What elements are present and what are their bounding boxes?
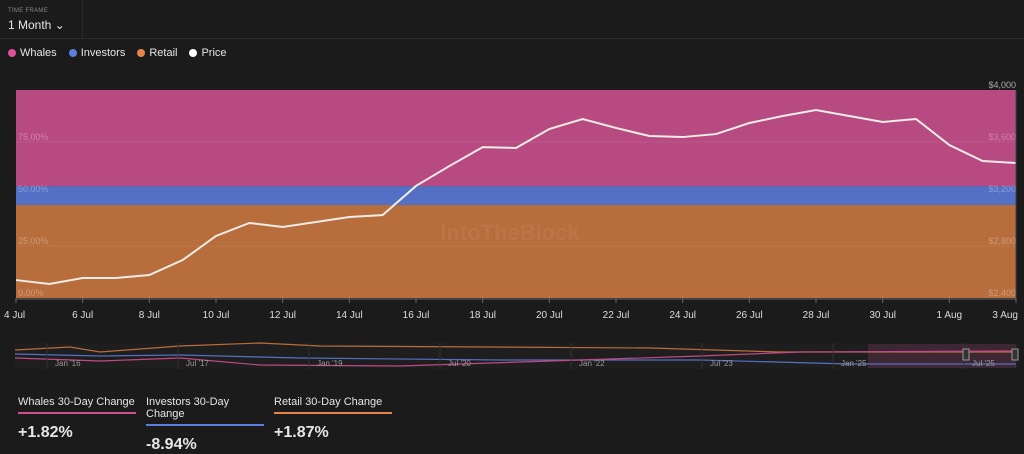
y-left-tick: 75.00% [18,132,49,142]
x-tick-label: 1 Aug [937,310,963,321]
navigator-label: Jul '20 [448,359,471,368]
legend-item-investors[interactable]: Investors [68,47,126,59]
legend-dot-icon [8,49,16,57]
stat-value: +1.87% [274,424,329,441]
x-tick-label: 24 Jul [669,310,696,321]
y-left-tick: 50.00% [18,184,49,194]
navigator-retail [14,342,1016,353]
legend-item-retail[interactable]: Retail [137,47,177,59]
legend-item-whales[interactable]: Whales [8,47,57,59]
area-whales [16,90,1016,187]
legend-label: Price [201,47,227,59]
legend-dot-icon [137,49,146,57]
legend-label: Retail [149,47,178,59]
chevron-down-icon: ⌄ [54,18,65,32]
x-tick-label: 28 Jul [803,310,830,321]
x-tick-label: 30 Jul [869,310,896,321]
navigator-label: Jan '19 [317,359,343,368]
navigator-investors [14,353,1016,365]
x-tick-label: 10 Jul [203,310,230,321]
navigator-label: Jan '16 [55,359,81,368]
y-left-tick: 25.00% [18,236,49,246]
navigator-label: Jan '25 [841,359,867,368]
navigator-handle[interactable] [962,348,970,361]
time-frame-selector[interactable]: TIME FRAME 1 Month ⌄ [0,0,83,38]
x-tick-label: 8 Jul [139,310,160,321]
x-tick-label: 3 Aug [992,310,1018,321]
stat-label: Retail 30-Day Change [274,396,392,414]
price-line [15,109,1017,285]
y-left-tick: 0.00% [18,288,44,298]
x-tick-label: 4 Jul [4,310,25,321]
legend-label: Investors [80,47,126,59]
stat-label: Whales 30-Day Change [18,396,136,414]
legend-dot-icon [68,49,77,57]
x-tick-label: 14 Jul [336,310,363,321]
stat-label: Investors 30-Day Change [146,396,264,426]
stat-card: Retail 30-Day Change +1.87% [274,396,392,454]
navigator-handle[interactable] [1011,348,1019,361]
navigator-label: Jan '22 [579,359,605,368]
stat-card: Investors 30-Day Change -8.94% [146,396,264,454]
watermark: IntoTheBlock [440,220,580,245]
stat-card: Whales 30-Day Change +1.82% [18,396,136,454]
navigator-label: Jul '25 [972,359,995,368]
x-tick-label: 22 Jul [603,310,630,321]
area-investors [16,186,1016,206]
legend-item-price[interactable]: Price [189,47,227,59]
y-right-tick: $3,200 [988,184,1016,194]
time-frame-value: 1 Month [8,18,52,32]
y-right-tick: $2,800 [988,236,1016,246]
time-frame-label: TIME FRAME [8,8,48,14]
x-tick-label: 6 Jul [72,310,93,321]
navigator-label: Jul '17 [186,359,209,368]
y-right-tick: $4,000 [988,80,1016,90]
x-tick-label: 26 Jul [736,310,763,321]
x-tick-label: 18 Jul [469,310,496,321]
stat-value: +1.82% [18,424,73,441]
y-right-tick: $2,400 [988,288,1016,298]
divider [0,38,1024,39]
stat-value: -8.94% [146,436,197,453]
navigator-label: Jul '23 [710,359,733,368]
navigator-whales [14,350,1017,367]
area-retail [16,205,1016,298]
x-tick-label: 16 Jul [403,310,430,321]
y-right-tick: $3,600 [988,132,1016,142]
x-tick-label: 20 Jul [536,310,563,321]
stats-row: Whales 30-Day Change +1.82% Investors 30-D… [18,396,392,454]
x-tick-label: 12 Jul [269,310,296,321]
legend-dot-icon [189,49,198,57]
chart: 0.00% 25.00% 50.00% 75.00% $2,400 $2,800 $3,20… [4,80,1019,369]
legend-label: Whales [20,47,57,59]
legend: Whales Investors Retail Price [8,47,227,59]
